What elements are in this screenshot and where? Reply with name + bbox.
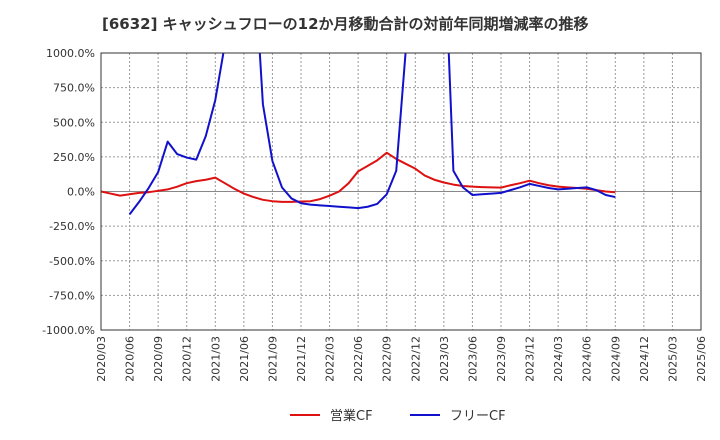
y-tick-label: -250.0%	[49, 220, 95, 233]
x-tick-label: 2024/03	[552, 336, 565, 382]
x-tick-label: 2020/12	[181, 336, 194, 382]
x-tick-label: 2021/06	[238, 336, 251, 382]
y-tick-label: 1000.0%	[46, 47, 95, 60]
x-tick-label: 2024/12	[638, 336, 651, 382]
y-tick-label: 250.0%	[53, 151, 95, 164]
y-tick-label: 0.0%	[67, 186, 95, 199]
series-line-free-cf	[128, 53, 616, 215]
x-tick-label: 2020/09	[152, 336, 165, 382]
x-tick-label: 2021/09	[266, 336, 279, 382]
y-tick-label: -750.0%	[49, 289, 95, 302]
x-tick-label: 2024/06	[581, 336, 594, 382]
legend: 営業CF フリーCF	[290, 408, 506, 424]
x-tick-label: 2022/09	[381, 336, 394, 382]
x-tick-label: 2024/09	[609, 336, 622, 382]
x-tick-label: 2022/03	[324, 336, 337, 382]
x-tick-label: 2022/12	[409, 336, 422, 382]
x-tick-label: 2025/06	[695, 336, 708, 382]
x-tick-label: 2023/03	[438, 336, 451, 382]
chart-title: [6632] キャッシュフローの12か月移動合計の対前年同期増減率の推移	[102, 15, 589, 33]
y-tick-label: -1000.0%	[42, 324, 95, 337]
x-tick-label: 2023/12	[524, 336, 537, 382]
x-tick-label: 2023/09	[495, 336, 508, 382]
legend-label-free-cf: フリーCF	[450, 409, 506, 424]
series-layer	[101, 53, 616, 215]
y-tick-label: 500.0%	[53, 116, 95, 129]
x-tick-label: 2022/06	[352, 336, 365, 382]
x-tick-label: 2021/12	[295, 336, 308, 382]
x-tick-label: 2023/06	[466, 336, 479, 382]
x-tick-label: 2025/03	[666, 336, 679, 382]
y-tick-label: 750.0%	[53, 82, 95, 95]
series-line-operating-cf	[101, 151, 616, 203]
x-tick-label: 2020/03	[95, 336, 108, 382]
x-axis-ticks: 2020/03 2020/06 2020/09 2020/12 2021/03 2021/…	[95, 336, 708, 382]
plot-frame	[100, 52, 702, 331]
y-tick-label: -500.0%	[49, 255, 95, 268]
x-tick-label: 2021/03	[209, 336, 222, 382]
x-tick-label: 2020/06	[124, 336, 137, 382]
legend-label-operating-cf: 営業CF	[330, 408, 373, 424]
y-axis-ticks: 1000.0% 750.0% 500.0% 250.0% 0.0% -250.0% -500…	[42, 47, 95, 337]
